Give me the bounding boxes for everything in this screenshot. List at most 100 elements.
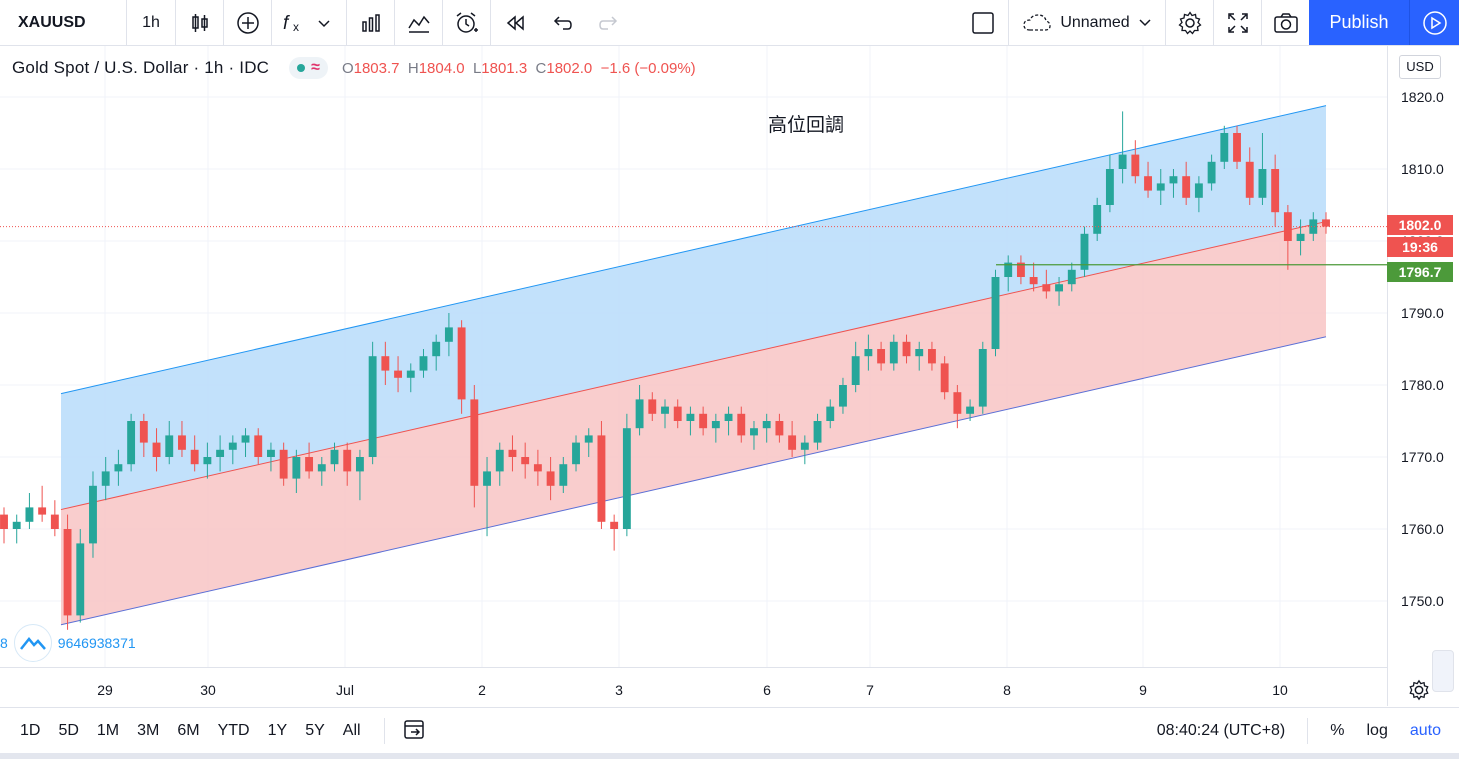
replay-button[interactable] xyxy=(491,0,538,45)
candle xyxy=(622,413,631,537)
interval-button[interactable]: 1h xyxy=(142,13,160,31)
candle xyxy=(877,341,886,371)
candle xyxy=(38,485,47,522)
candle xyxy=(775,413,784,443)
range-5d-button[interactable]: 5D xyxy=(58,722,79,739)
line-chart-icon xyxy=(407,15,430,33)
chart-annotation-text[interactable]: 高位回調 xyxy=(768,114,845,136)
time-tick-label: 6 xyxy=(763,682,771,698)
candle xyxy=(292,449,301,493)
candle xyxy=(178,421,186,457)
chart-style-button[interactable] xyxy=(176,0,223,45)
fullscreen-icon xyxy=(1227,12,1248,33)
parallel-channel[interactable] xyxy=(60,105,1327,626)
goto-date-button[interactable] xyxy=(403,718,427,745)
percent-scale-toggle[interactable]: % xyxy=(1330,722,1345,739)
open-value: 1803.7 xyxy=(353,59,400,77)
candle xyxy=(394,356,402,393)
candle xyxy=(788,421,797,457)
toolbar-divider xyxy=(175,0,176,45)
market-status-pill[interactable]: ≈ xyxy=(289,57,328,79)
financials-button[interactable] xyxy=(347,0,394,45)
compare-button[interactable] xyxy=(224,0,271,45)
candle xyxy=(127,413,136,472)
settings-button[interactable] xyxy=(1166,0,1213,45)
candle xyxy=(355,449,364,501)
series-title[interactable]: Gold Spot / U.S. Dollar · 1h · IDC xyxy=(12,58,270,77)
candle xyxy=(508,435,517,472)
candle xyxy=(241,428,250,457)
layout-name-button[interactable]: Unnamed xyxy=(1009,0,1165,45)
candle xyxy=(661,399,669,429)
undo-button[interactable] xyxy=(538,0,585,45)
candle xyxy=(648,392,657,421)
bottom-right-controls: 08:40:24 (UTC+8) % log auto xyxy=(1157,708,1441,754)
price-axis[interactable]: 1820.01810.01800.01790.01780.01770.01760… xyxy=(1387,46,1459,706)
publish-video-button[interactable] xyxy=(1409,0,1459,45)
candle xyxy=(1004,255,1013,292)
fullscreen-button[interactable] xyxy=(1214,0,1261,45)
candle xyxy=(521,442,530,479)
range-ytd-button[interactable]: YTD xyxy=(217,722,250,739)
redo-icon xyxy=(598,15,617,30)
candlestick-chart[interactable] xyxy=(0,46,1387,667)
candle xyxy=(0,507,8,544)
channel-lower-fill xyxy=(61,221,1326,625)
range-1y-button[interactable]: 1Y xyxy=(267,722,288,739)
candle xyxy=(1220,125,1229,169)
candle xyxy=(1296,219,1305,256)
publish-button[interactable]: Publish xyxy=(1309,0,1409,45)
time-tick-label: 3 xyxy=(615,682,623,698)
range-5y-button[interactable]: 5Y xyxy=(305,722,325,739)
candle xyxy=(406,363,415,393)
range-1m-button[interactable]: 1M xyxy=(96,722,120,739)
candle xyxy=(114,449,123,486)
candle xyxy=(1245,147,1254,205)
range-3m-button[interactable]: 3M xyxy=(137,722,160,739)
candle xyxy=(457,320,466,414)
snapshot-button[interactable] xyxy=(1262,0,1309,45)
time-tick-label: 2 xyxy=(478,682,486,698)
time-axis[interactable]: 29 30 Jul 2 3 6 7 8 9 10 xyxy=(0,667,1387,708)
candles xyxy=(0,111,1330,630)
undo-icon xyxy=(553,15,572,30)
axis-drag-handle[interactable] xyxy=(1432,650,1454,692)
timezone-clock[interactable]: 08:40:24 (UTC+8) xyxy=(1156,722,1286,739)
watermark-prefix: 8 xyxy=(0,635,8,651)
time-tick-label: Jul xyxy=(336,682,354,698)
chevron-down-icon xyxy=(1139,18,1151,26)
rewind-icon xyxy=(506,14,524,31)
log-scale-toggle[interactable]: log xyxy=(1366,722,1388,739)
candle xyxy=(470,385,479,508)
candle xyxy=(572,435,580,472)
toolbar-divider xyxy=(223,0,224,45)
redo-button[interactable] xyxy=(585,0,632,45)
chart-settings-button[interactable] xyxy=(1408,679,1430,706)
auto-scale-toggle[interactable]: auto xyxy=(1409,722,1441,739)
range-6m-button[interactable]: 6M xyxy=(177,722,200,739)
low-value: 1801.3 xyxy=(481,59,528,77)
alert-button[interactable] xyxy=(443,0,490,45)
candle xyxy=(610,514,619,551)
candle xyxy=(1194,176,1203,213)
range-1d-button[interactable]: 1D xyxy=(20,722,41,739)
chart-pane[interactable] xyxy=(0,46,1387,667)
time-tick-label: 8 xyxy=(1003,682,1011,698)
templates-button[interactable] xyxy=(395,0,442,45)
candle xyxy=(1016,255,1025,285)
horizontal-line-price-label: 1796.7 xyxy=(1387,262,1453,282)
watermark-number: 9646938371 xyxy=(57,635,136,651)
layout-button[interactable] xyxy=(958,0,1008,45)
ohlc-values: O1803.7 H1804.0 L1801.3 C1802.0 −1.6 (−0… xyxy=(341,59,696,77)
range-all-button[interactable]: All xyxy=(342,722,361,739)
candle xyxy=(228,435,237,465)
candle xyxy=(63,514,72,630)
candle xyxy=(966,399,975,421)
candle xyxy=(76,529,85,623)
cloud-icon xyxy=(1023,13,1051,31)
toolbar-divider xyxy=(442,0,443,45)
candle xyxy=(1067,262,1076,292)
symbol-search-button[interactable]: XAUUSD xyxy=(18,13,86,31)
currency-button[interactable]: USD xyxy=(1399,55,1441,79)
